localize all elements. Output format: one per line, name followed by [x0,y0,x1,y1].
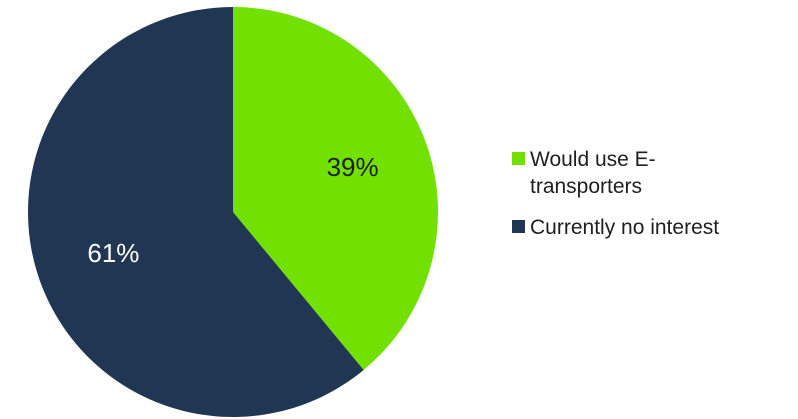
legend-swatch-would-use [512,152,525,165]
legend-label-no-interest: Currently no interest [530,216,720,239]
chart-legend: Would use E- transporters Currently no i… [512,146,792,255]
legend-label-would-use: Would use E- transporters [530,148,656,198]
legend-item-no-interest: Currently no interest [512,214,792,241]
pie-slice-no-interest [27,7,364,417]
pie-plot-area: 39% 61% [27,7,438,417]
pie-label-no-interest: 61% [87,238,139,268]
pie-slice-would-use [233,7,438,370]
legend-swatch-no-interest [512,220,525,233]
pie-label-would-use: 39% [327,152,379,182]
legend-item-would-use: Would use E- transporters [512,146,792,200]
